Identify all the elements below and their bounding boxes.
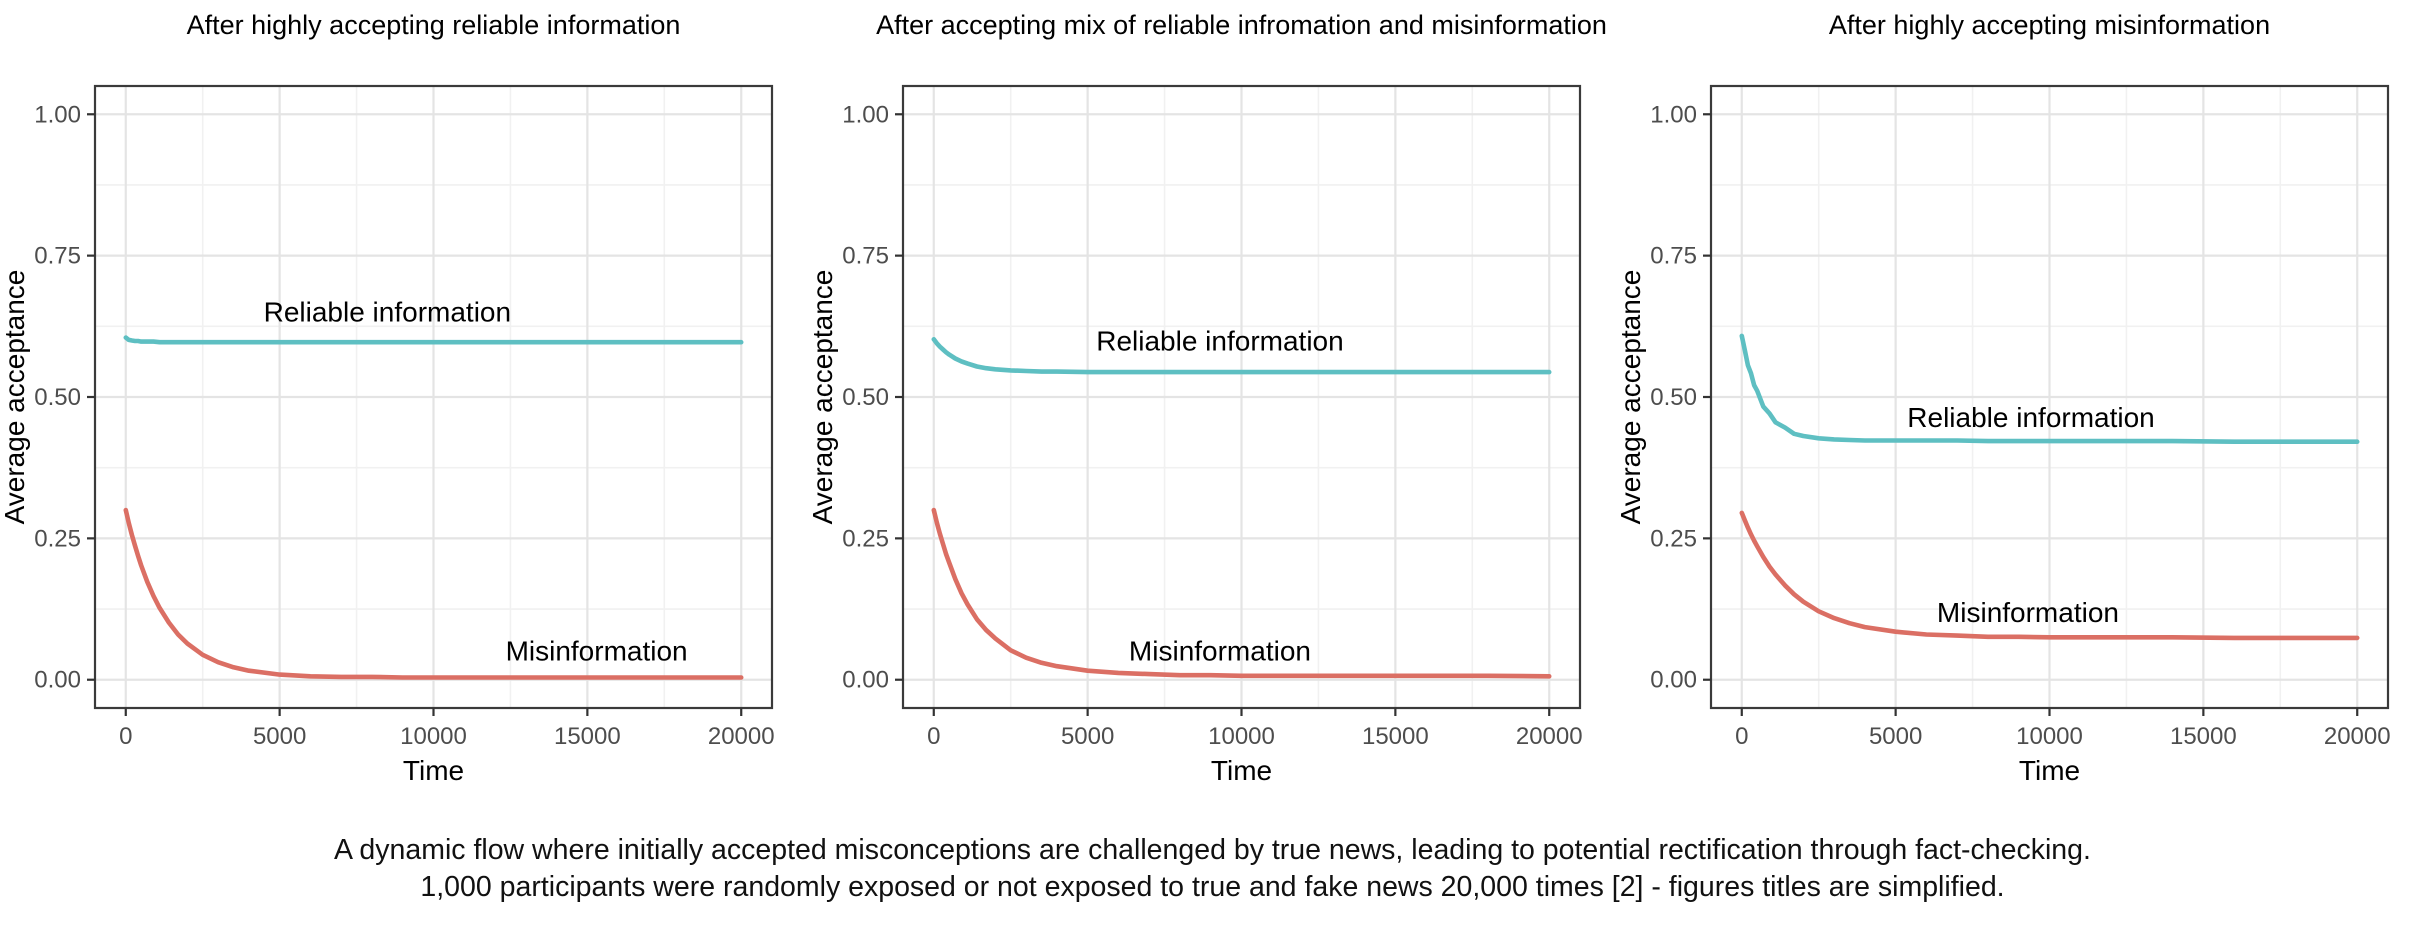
y-tick-label: 1.00 [842, 101, 889, 128]
series-line-reliable [123, 335, 744, 345]
x-tick-label: 10000 [400, 723, 467, 750]
charts-row: Reliable information Misinformation 0.00 0.… [0, 0, 2424, 795]
series-annotation-misinformation: Misinformation [1937, 597, 2119, 628]
x-axis-title: Time [2019, 755, 2080, 786]
x-tick-label: 5000 [1061, 723, 1114, 750]
y-axis-title: Average acceptance [1615, 270, 1646, 525]
x-tick-label: 15000 [2170, 723, 2237, 750]
chart-title: After highly accepting reliable informat… [187, 10, 681, 40]
chart-svg: Reliable information Misinformation 0.00 0.… [1615, 10, 2391, 786]
chart-panel-reliable: Reliable information Misinformation 0.00 0.… [0, 0, 808, 795]
x-tick-label: 20000 [2324, 723, 2391, 750]
y-tick-label: 0.25 [34, 525, 81, 552]
y-tick-label: 0.50 [1650, 384, 1697, 411]
chart-title: After accepting mix of reliable infromat… [876, 10, 1607, 40]
y-tick-label: 0.25 [1650, 525, 1697, 552]
x-axis-title: Time [403, 755, 464, 786]
series-line-reliable [1739, 333, 2360, 444]
chart-svg: Reliable information Misinformation 0.00 0.… [0, 10, 775, 786]
series-annotation-misinformation: Misinformation [506, 635, 688, 666]
chart-panel-mixed: Reliable information Misinformation 0.00 0.… [807, 0, 1616, 795]
series-line-reliable [931, 337, 1552, 375]
y-tick-label: 0.00 [842, 667, 889, 694]
x-tick-label: 20000 [1516, 723, 1583, 750]
y-tick-label: 1.00 [1650, 101, 1697, 128]
caption-line-2: 1,000 participants were randomly exposed… [420, 871, 2005, 903]
y-tick-label: 0.50 [842, 384, 889, 411]
x-tick-label: 20000 [708, 723, 775, 750]
x-tick-label: 5000 [1869, 723, 1922, 750]
y-tick-label: 1.00 [34, 101, 81, 128]
x-tick-label: 15000 [554, 723, 621, 750]
series-annotation-reliable: Reliable information [1096, 325, 1343, 356]
y-tick-label: 0.50 [34, 384, 81, 411]
series-line-misinformation [1739, 510, 2360, 641]
x-tick-label: 5000 [253, 723, 306, 750]
chart-title: After highly accepting misinformation [1829, 10, 2270, 40]
y-tick-label: 0.25 [842, 525, 889, 552]
x-tick-label: 0 [1735, 723, 1748, 750]
series-annotation-reliable: Reliable information [1907, 402, 2154, 433]
y-tick-label: 0.75 [1650, 243, 1697, 270]
x-tick-label: 15000 [1362, 723, 1429, 750]
chart-panel-misinformation: Reliable information Misinformation 0.00 0.… [1615, 0, 2424, 795]
series-annotation-reliable: Reliable information [264, 297, 511, 328]
series-annotation-misinformation: Misinformation [1129, 635, 1311, 666]
y-axis-title: Average acceptance [807, 270, 838, 525]
x-tick-label: 10000 [1208, 723, 1275, 750]
y-tick-label: 0.75 [842, 243, 889, 270]
y-tick-label: 0.75 [34, 243, 81, 270]
figure-caption: A dynamic flow where initially accepted … [0, 832, 2425, 906]
x-tick-label: 0 [927, 723, 940, 750]
caption-line-1: A dynamic flow where initially accepted … [334, 834, 2091, 866]
chart-svg: Reliable information Misinformation 0.00 0.… [807, 10, 1607, 786]
x-tick-label: 0 [119, 723, 132, 750]
y-axis-title: Average acceptance [0, 270, 30, 525]
series-line-misinformation [123, 507, 744, 680]
x-axis-title: Time [1211, 755, 1272, 786]
y-tick-label: 0.00 [34, 667, 81, 694]
series-line-misinformation [931, 507, 1552, 679]
x-tick-label: 10000 [2016, 723, 2083, 750]
y-tick-label: 0.00 [1650, 667, 1697, 694]
